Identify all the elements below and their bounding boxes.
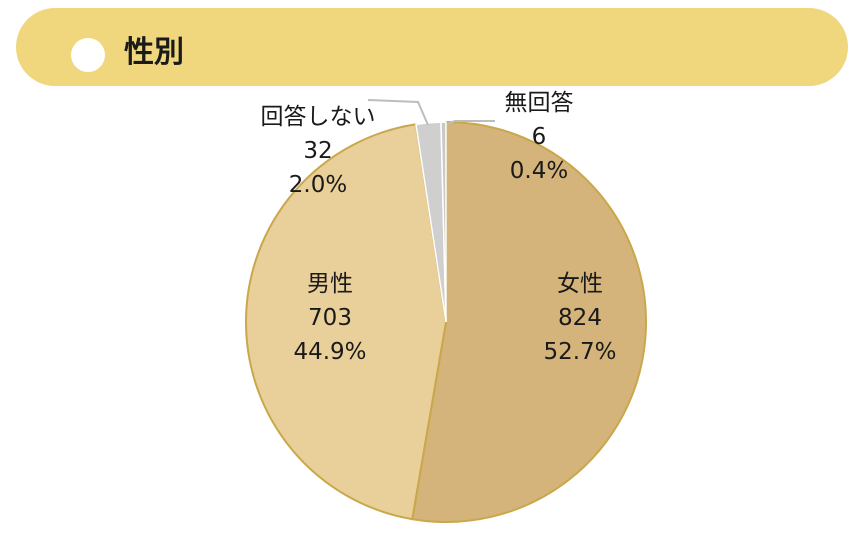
leader-line-no-answer xyxy=(367,99,429,126)
data-label-female-percent: 52.7% xyxy=(543,339,616,365)
data-label-male-percent: 44.9% xyxy=(293,339,366,365)
data-label-no-answer-count: 32 xyxy=(303,138,332,164)
data-label-no-answer-percent: 2.0% xyxy=(289,172,347,198)
data-label-unanswered-label: 無回答 xyxy=(505,90,574,116)
data-label-no-answer-label: 回答しない xyxy=(261,104,376,130)
section-title: 性別 xyxy=(124,35,184,70)
data-label-unanswered-percent: 0.4% xyxy=(510,158,568,184)
section-header: 性別 xyxy=(16,8,848,86)
slice-unanswered xyxy=(440,121,447,323)
slice-female xyxy=(411,120,647,523)
data-label-female-count: 824 xyxy=(558,305,602,331)
data-label-unanswered-count: 6 xyxy=(532,124,547,150)
leader-line-unanswered xyxy=(446,120,495,125)
data-label-male-label: 男性 xyxy=(307,271,353,297)
bullet-circle-icon xyxy=(71,38,105,72)
data-label-male-count: 703 xyxy=(308,305,352,331)
data-label-female-label: 女性 xyxy=(557,271,603,297)
slice-male xyxy=(245,123,448,521)
